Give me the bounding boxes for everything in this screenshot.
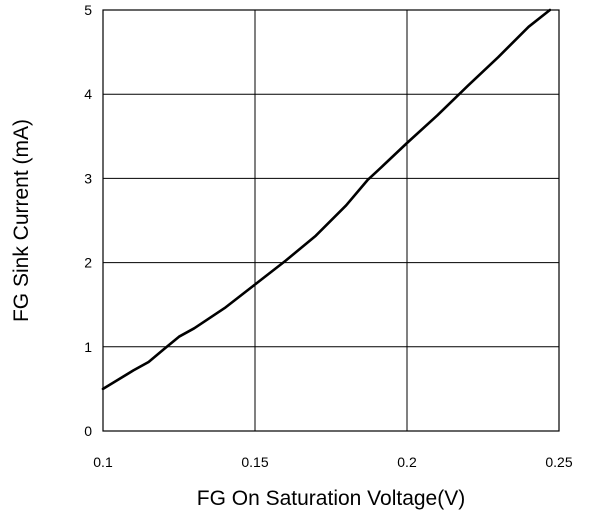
x-tick-label-0: 0.1 <box>93 454 113 470</box>
x-axis-title: FG On Saturation Voltage(V) <box>197 487 465 510</box>
y-tick-label-1: 1 <box>84 339 92 355</box>
y-tick-label-4: 4 <box>84 86 92 102</box>
x-tick-label-2: 0.2 <box>397 454 417 470</box>
x-tick-label-1: 0.15 <box>241 454 268 470</box>
y-tick-label-2: 2 <box>84 255 92 271</box>
series-line <box>101 8 552 391</box>
x-tick-label-3: 0.25 <box>545 454 572 470</box>
y-tick-label-5: 5 <box>84 2 92 18</box>
y-axis-title: FG Sink Current (mA) <box>10 119 33 322</box>
x-tick-labels: 0.1 0.15 0.2 0.25 <box>93 454 573 470</box>
plot-frame <box>102 9 560 432</box>
y-tick-labels: 0 1 2 3 4 5 <box>84 2 92 439</box>
y-tick-label-3: 3 <box>84 170 92 186</box>
y-tick-label-0: 0 <box>84 423 92 439</box>
